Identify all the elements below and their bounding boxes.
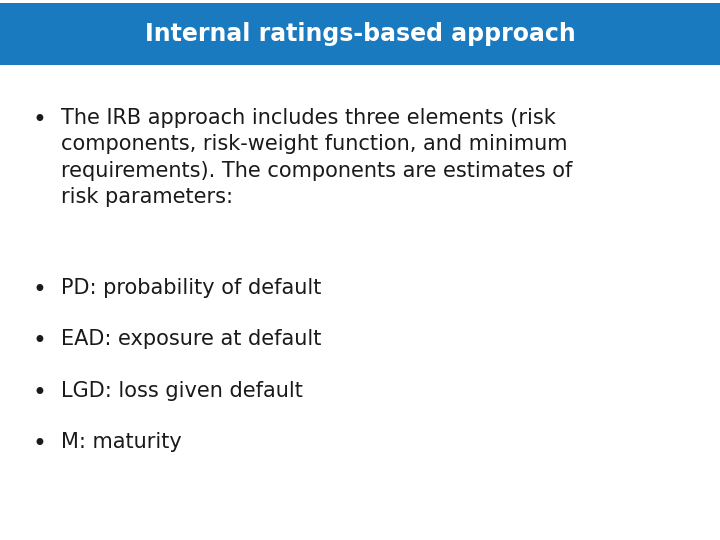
Text: LGD: loss given default: LGD: loss given default (61, 381, 303, 401)
Text: •: • (32, 381, 47, 404)
Text: M: maturity: M: maturity (61, 432, 182, 452)
Text: Internal ratings-based approach: Internal ratings-based approach (145, 22, 575, 46)
Text: PD: probability of default: PD: probability of default (61, 278, 322, 298)
FancyBboxPatch shape (0, 3, 720, 65)
Text: •: • (32, 432, 47, 456)
Text: •: • (32, 278, 47, 302)
Text: •: • (32, 108, 47, 132)
Text: EAD: exposure at default: EAD: exposure at default (61, 329, 322, 349)
Text: •: • (32, 329, 47, 353)
Text: The IRB approach includes three elements (risk
components, risk-weight function,: The IRB approach includes three elements… (61, 108, 572, 207)
